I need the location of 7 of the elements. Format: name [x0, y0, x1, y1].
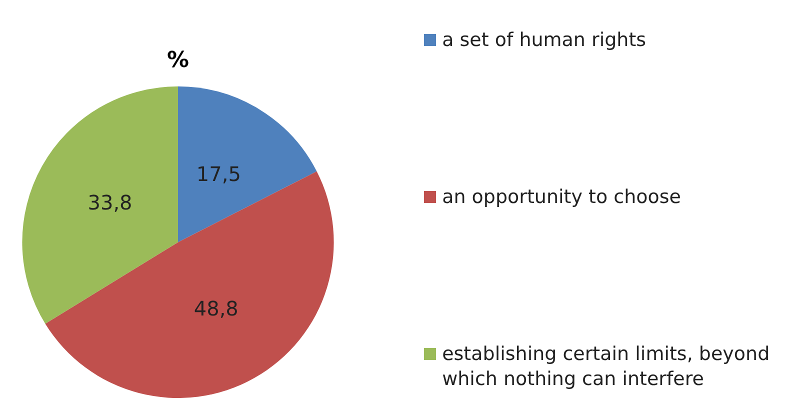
- data-label: 33,8: [88, 190, 132, 214]
- text: %: [166, 48, 190, 73]
- legend-label: a set of human rights: [442, 28, 646, 53]
- legend-label: an opportunity to choose: [442, 185, 681, 210]
- legend-label: establishing certain limits, beyond which nothing can interfere: [442, 342, 771, 392]
- data-label: 17,5: [196, 162, 241, 186]
- data-label: 48,8: [194, 296, 238, 320]
